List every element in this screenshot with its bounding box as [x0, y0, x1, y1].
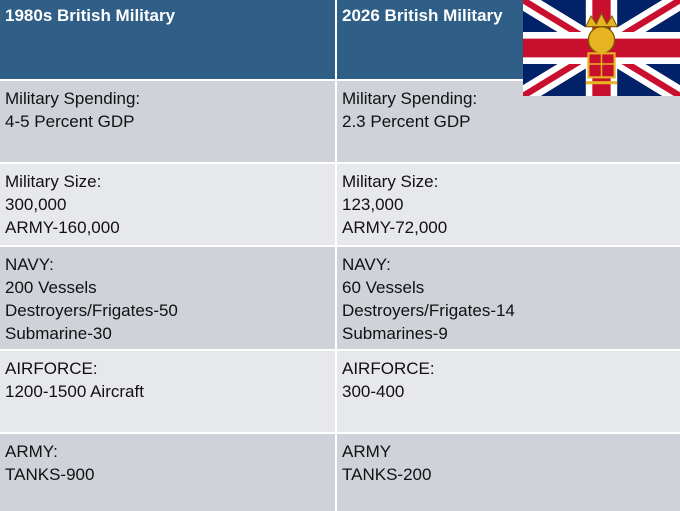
table-cell: NAVY: 60 Vessels Destroyers/Frigates-14 Sub… — [337, 247, 680, 349]
cell-text: 60 Vessels — [342, 278, 425, 297]
cell-text: TANKS-200 — [342, 465, 432, 484]
cell-text: 4-5 Percent GDP — [5, 112, 135, 131]
cell-text: 2026 British Military — [342, 6, 503, 25]
cell-text: Military Spending: — [342, 89, 478, 108]
union-flag — [523, 0, 680, 96]
cell-text: NAVY: — [342, 255, 391, 274]
table-cell: ARMY TANKS-200 — [337, 434, 680, 511]
cell-text: 1980s British Military — [5, 6, 176, 25]
cell-text: NAVY: — [5, 255, 54, 274]
cell-text: 2.3 Percent GDP — [342, 112, 471, 131]
header-cell: 1980s British Military — [0, 0, 335, 79]
cell-text: Submarine-30 — [5, 324, 112, 343]
cell-text: Destroyers/Frigates-50 — [5, 301, 178, 320]
table-cell: Military Spending: 4-5 Percent GDP — [0, 81, 335, 162]
cell-text: ARMY — [342, 442, 392, 461]
cell-text: 300,000 — [5, 195, 67, 214]
cell-text: Destroyers/Frigates-14 — [342, 301, 515, 320]
cell-text: 200 Vessels — [5, 278, 97, 297]
table-cell: NAVY: 200 Vessels Destroyers/Frigates-50 Su… — [0, 247, 335, 349]
cell-text: 1200-1500 Aircraft — [5, 382, 144, 401]
cell-text: AIRFORCE: — [342, 359, 435, 378]
cell-text: Military Spending: — [5, 89, 141, 108]
cell-text: 123,000 — [342, 195, 404, 214]
cell-text: 300-400 — [342, 382, 405, 401]
cell-text: Submarines-9 — [342, 324, 448, 343]
royal-crest — [584, 12, 619, 85]
cell-text: Military Size: — [342, 172, 439, 191]
table-cell: ARMY: TANKS-900 — [0, 434, 335, 511]
cell-text: AIRFORCE: — [5, 359, 98, 378]
table-cell: Military Size: 123,000 ARMY-72,000 — [337, 164, 680, 245]
cell-text: ARMY-160,000 — [5, 218, 120, 237]
table-cell: AIRFORCE: 300-400 — [337, 351, 680, 432]
cell-text: ARMY-72,000 — [342, 218, 448, 237]
cell-text: ARMY: — [5, 442, 58, 461]
table-cell: AIRFORCE: 1200-1500 Aircraft — [0, 351, 335, 432]
cell-text: TANKS-900 — [5, 465, 95, 484]
cell-text: Military Size: — [5, 172, 102, 191]
table-cell: Military Size: 300,000 ARMY-160,000 — [0, 164, 335, 245]
